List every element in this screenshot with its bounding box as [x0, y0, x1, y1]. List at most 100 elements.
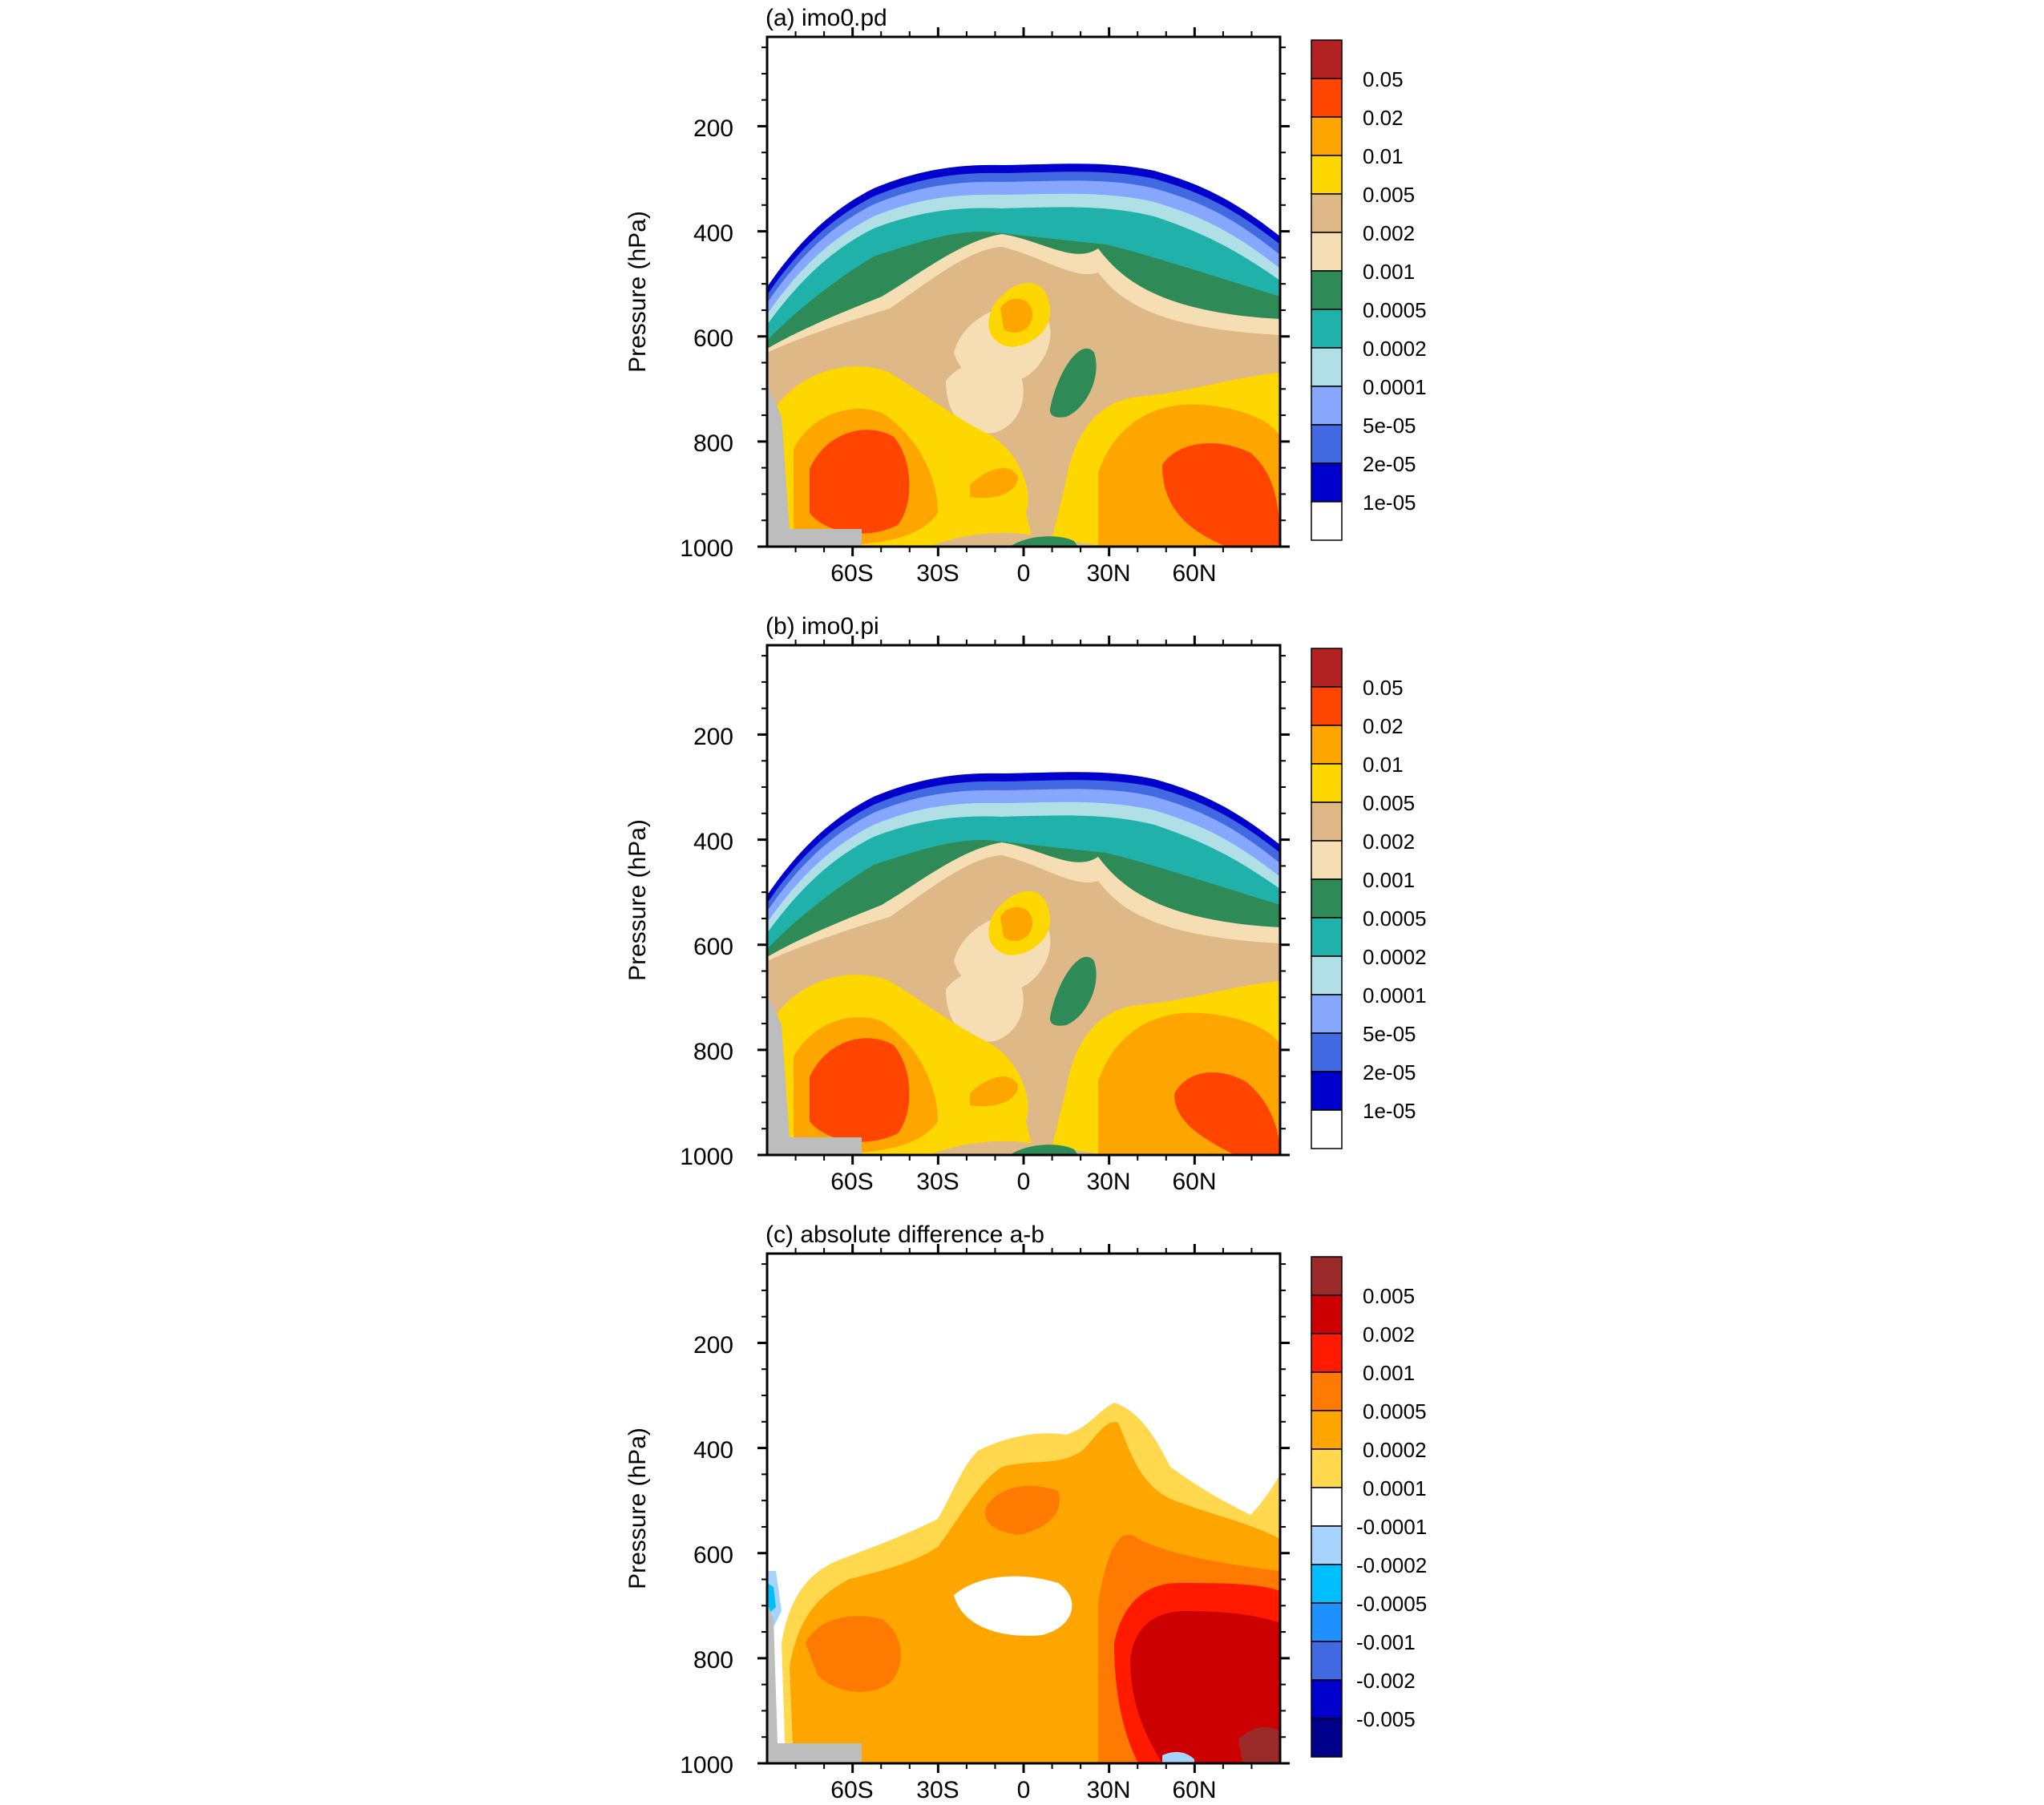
panel-a-ytick-400: 400	[693, 220, 733, 247]
panel-a-cb-box-8	[1311, 347, 1343, 387]
panel-b-xtick-30N: 30N	[1086, 1169, 1130, 1195]
panel-a-xtick-60N: 60N	[1172, 560, 1216, 587]
axis-tick-marks	[757, 27, 1290, 1773]
panel-c-cb-box-1	[1311, 1294, 1343, 1335]
panel-c-cb-box-4	[1311, 1410, 1343, 1450]
panel-a-colorbar: 0.05 0.02 0.01 0.005 0.002 0.001 0.0005 …	[1311, 39, 1427, 541]
panel-a: (a) imo0.pd Pressure (hPa)	[624, 5, 1427, 587]
panel-c-xtick-30S: 30S	[916, 1777, 959, 1803]
panel-c-cb-label-8: -0.0005	[1356, 1592, 1427, 1616]
panel-a-cb-label-11: 1e-05	[1363, 491, 1416, 515]
panel-a-region-0.001-mid	[946, 360, 1024, 434]
panel-b-cb-box-0	[1311, 648, 1343, 688]
panel-a-x-ticks: 60S 30S 0 30N 60N	[830, 560, 1216, 587]
panel-b-cb-label-9: 5e-05	[1363, 1022, 1416, 1046]
panel-a-region-0.0005-surface	[1010, 536, 1078, 547]
panel-a-colorbar-boxes	[1311, 39, 1343, 541]
panel-b-region-0.0005-surface	[1010, 1145, 1078, 1155]
panel-a-cb-box-11	[1311, 462, 1343, 503]
panel-c-cb-label-9: -0.001	[1356, 1630, 1416, 1654]
panel-a-region-0.0005-mid	[1049, 348, 1097, 418]
panel-a-cb-label-3: 0.005	[1363, 183, 1415, 207]
panel-a-cb-label-2: 0.01	[1363, 144, 1404, 168]
panel-b-cb-box-10	[1311, 1032, 1343, 1072]
panel-a-xtick-0: 0	[1017, 560, 1031, 587]
panel-b: (b) imo0.pi Pressure (hPa)	[624, 613, 1427, 1195]
panel-b-ytick-400: 400	[693, 829, 733, 855]
panel-c-ytick-200: 200	[693, 1332, 733, 1359]
panel-c-cb-box-12	[1311, 1718, 1343, 1758]
panel-a-cb-label-5: 0.001	[1363, 260, 1415, 284]
panel-b-cb-box-6	[1311, 878, 1343, 919]
panel-b-colorbar-boxes	[1311, 648, 1343, 1149]
panel-c-ytick-600: 600	[693, 1542, 733, 1569]
panel-c-cb-box-7	[1311, 1525, 1343, 1565]
panel-b-cb-box-11	[1311, 1071, 1343, 1111]
panel-c-cb-label-2: 0.001	[1363, 1361, 1415, 1385]
panel-b-region-0.0005-mid	[1049, 956, 1097, 1026]
panel-c-cb-label-6: -0.0001	[1356, 1515, 1427, 1539]
panel-b-ytick-600: 600	[693, 934, 733, 960]
panel-a-cb-label-8: 0.0001	[1363, 375, 1427, 399]
panel-a-y-ticks: 200 400 600 800 1000	[680, 115, 733, 562]
panel-c-region-0.002	[1130, 1611, 1280, 1763]
panel-b-contour-field	[767, 645, 1280, 1155]
panel-b-cb-box-12	[1311, 1109, 1343, 1149]
panel-c-colorbar: 0.005 0.002 0.001 0.0005 0.0002 0.0001 -…	[1311, 1256, 1427, 1758]
panel-a-cb-box-7	[1311, 309, 1343, 349]
panel-c-cb-box-8	[1311, 1564, 1343, 1604]
panel-c-ylabel: Pressure (hPa)	[624, 1427, 651, 1589]
panel-a-cb-box-1	[1311, 78, 1343, 118]
panel-c-cb-box-9	[1311, 1602, 1343, 1642]
panel-a-ytick-200: 200	[693, 115, 733, 142]
panel-a-cb-box-4	[1311, 193, 1343, 233]
panel-a-region-missing-data	[767, 385, 862, 547]
panel-a-cb-label-7: 0.0002	[1363, 337, 1427, 361]
panel-b-cb-box-2	[1311, 725, 1343, 765]
panel-a-cb-label-1: 0.02	[1363, 106, 1404, 130]
panel-b-region-0.02-north	[1174, 1072, 1280, 1155]
panel-c-region-missing-data	[767, 1603, 862, 1763]
panel-c-cb-box-5	[1311, 1448, 1343, 1488]
panel-c-region-0.005	[1238, 1726, 1280, 1763]
panel-c-cb-label-5: 0.0001	[1363, 1476, 1427, 1500]
panel-b-y-ticks: 200 400 600 800 1000	[680, 724, 733, 1170]
panel-c-xtick-60N: 60N	[1172, 1777, 1216, 1803]
panel-b-cb-label-8: 0.0001	[1363, 983, 1427, 1007]
panel-b-region-0.02-south	[810, 1038, 910, 1142]
panel-a-region-0.02-north	[1162, 443, 1280, 547]
panel-a-cb-box-2	[1311, 116, 1343, 156]
panel-b-x-ticks: 60S 30S 0 30N 60N	[830, 1169, 1216, 1195]
panel-c-title: (c) absolute difference a-b	[765, 1222, 1044, 1248]
panel-c-xtick-60S: 60S	[830, 1777, 873, 1803]
panel-b-ytick-1000: 1000	[680, 1144, 733, 1170]
panel-a-cb-box-9	[1311, 386, 1343, 426]
panel-c-cb-box-2	[1311, 1333, 1343, 1373]
panel-c-region-negative-west-core	[767, 1583, 776, 1615]
panel-a-ytick-800: 800	[693, 430, 733, 457]
panel-c-cb-label-3: 0.0005	[1363, 1399, 1427, 1423]
panel-b-cb-label-5: 0.001	[1363, 868, 1415, 892]
panel-a-cb-box-5	[1311, 232, 1343, 272]
panel-b-cb-box-1	[1311, 686, 1343, 726]
panel-a-xtick-30S: 30S	[916, 560, 959, 587]
panel-a-cb-label-9: 5e-05	[1363, 414, 1416, 438]
panel-a-title: (a) imo0.pd	[765, 5, 887, 31]
panel-a-cb-box-3	[1311, 155, 1343, 195]
panel-b-region-missing-data	[767, 993, 862, 1155]
panel-b-xtick-60S: 60S	[830, 1169, 873, 1195]
panel-b-xtick-0: 0	[1017, 1169, 1031, 1195]
panel-b-cb-label-11: 1e-05	[1363, 1099, 1416, 1123]
panel-b-cb-box-3	[1311, 763, 1343, 803]
panel-c-cb-label-10: -0.002	[1356, 1669, 1416, 1693]
panel-b-cb-box-8	[1311, 955, 1343, 995]
panel-b-title: (b) imo0.pi	[765, 613, 879, 640]
panel-c-cb-box-3	[1311, 1371, 1343, 1411]
panel-c-cb-box-0	[1311, 1256, 1343, 1296]
panel-c: (c) absolute difference a-b Pressure (hP…	[624, 1222, 1427, 1803]
panel-b-cb-box-5	[1311, 840, 1343, 880]
panel-b-cb-box-4	[1311, 802, 1343, 842]
panel-b-cb-label-3: 0.005	[1363, 791, 1415, 815]
panel-b-ytick-200: 200	[693, 724, 733, 750]
